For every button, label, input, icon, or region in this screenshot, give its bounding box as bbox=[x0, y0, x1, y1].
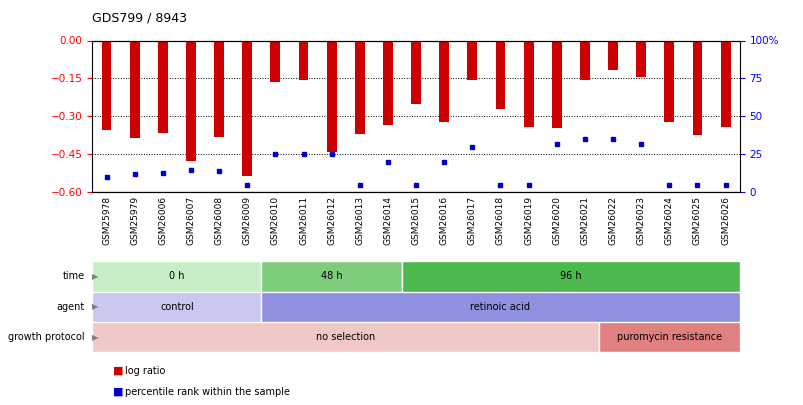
Text: GSM26017: GSM26017 bbox=[467, 196, 476, 245]
Text: GSM26025: GSM26025 bbox=[692, 196, 701, 245]
Text: GSM26007: GSM26007 bbox=[186, 196, 195, 245]
Text: GSM26022: GSM26022 bbox=[608, 196, 617, 245]
Text: GSM26006: GSM26006 bbox=[158, 196, 167, 245]
Bar bbox=[101, 40, 112, 130]
Text: GSM26013: GSM26013 bbox=[355, 196, 364, 245]
Text: ▶: ▶ bbox=[92, 333, 98, 342]
Text: GSM25978: GSM25978 bbox=[102, 196, 111, 245]
Bar bbox=[495, 40, 505, 109]
Text: GSM26024: GSM26024 bbox=[664, 196, 673, 245]
Bar bbox=[598, 322, 739, 352]
Text: agent: agent bbox=[56, 302, 84, 312]
Bar bbox=[214, 40, 224, 137]
Text: GSM26009: GSM26009 bbox=[243, 196, 251, 245]
Text: GSM25979: GSM25979 bbox=[130, 196, 139, 245]
Bar bbox=[382, 40, 393, 125]
Text: ■: ■ bbox=[112, 366, 123, 376]
Text: ■: ■ bbox=[112, 387, 123, 397]
Bar bbox=[185, 40, 196, 161]
Bar bbox=[663, 40, 674, 122]
Bar bbox=[523, 40, 533, 126]
Text: GSM26012: GSM26012 bbox=[327, 196, 336, 245]
Bar bbox=[92, 292, 261, 322]
Text: GDS799 / 8943: GDS799 / 8943 bbox=[92, 11, 187, 24]
Text: GSM26021: GSM26021 bbox=[580, 196, 589, 245]
Text: ▶: ▶ bbox=[92, 272, 98, 281]
Text: puromycin resistance: puromycin resistance bbox=[616, 332, 721, 342]
Text: GSM26018: GSM26018 bbox=[495, 196, 504, 245]
Text: 0 h: 0 h bbox=[169, 271, 185, 281]
Text: growth protocol: growth protocol bbox=[8, 332, 84, 342]
Text: percentile rank within the sample: percentile rank within the sample bbox=[124, 387, 289, 397]
Text: GSM26010: GSM26010 bbox=[271, 196, 279, 245]
Bar bbox=[157, 40, 168, 133]
Text: log ratio: log ratio bbox=[124, 366, 165, 376]
Text: GSM26011: GSM26011 bbox=[299, 196, 308, 245]
Bar bbox=[635, 40, 646, 77]
Bar bbox=[242, 40, 252, 176]
Text: GSM26023: GSM26023 bbox=[636, 196, 645, 245]
Bar bbox=[438, 40, 449, 122]
Bar bbox=[607, 40, 618, 70]
Bar bbox=[691, 40, 702, 135]
Text: 96 h: 96 h bbox=[560, 271, 581, 281]
Bar bbox=[92, 261, 261, 292]
Bar bbox=[354, 40, 365, 134]
Bar bbox=[579, 40, 589, 80]
Bar bbox=[326, 40, 336, 152]
Bar bbox=[719, 40, 730, 126]
Text: no selection: no selection bbox=[316, 332, 375, 342]
Bar bbox=[129, 40, 140, 138]
Text: retinoic acid: retinoic acid bbox=[470, 302, 530, 312]
Text: 48 h: 48 h bbox=[320, 271, 342, 281]
Bar bbox=[298, 40, 308, 80]
Bar bbox=[92, 322, 598, 352]
Text: GSM26016: GSM26016 bbox=[439, 196, 448, 245]
Bar bbox=[467, 40, 477, 80]
Text: GSM26015: GSM26015 bbox=[411, 196, 420, 245]
Bar bbox=[410, 40, 421, 104]
Text: GSM26019: GSM26019 bbox=[524, 196, 532, 245]
Text: GSM26014: GSM26014 bbox=[383, 196, 392, 245]
Text: ▶: ▶ bbox=[92, 302, 98, 311]
Text: GSM26026: GSM26026 bbox=[720, 196, 729, 245]
Text: GSM26020: GSM26020 bbox=[552, 196, 560, 245]
Bar bbox=[261, 261, 402, 292]
Text: GSM26008: GSM26008 bbox=[214, 196, 223, 245]
Text: control: control bbox=[160, 302, 194, 312]
Bar bbox=[270, 40, 280, 82]
Bar bbox=[261, 292, 739, 322]
Text: time: time bbox=[62, 271, 84, 281]
Bar bbox=[402, 261, 739, 292]
Bar bbox=[551, 40, 561, 128]
